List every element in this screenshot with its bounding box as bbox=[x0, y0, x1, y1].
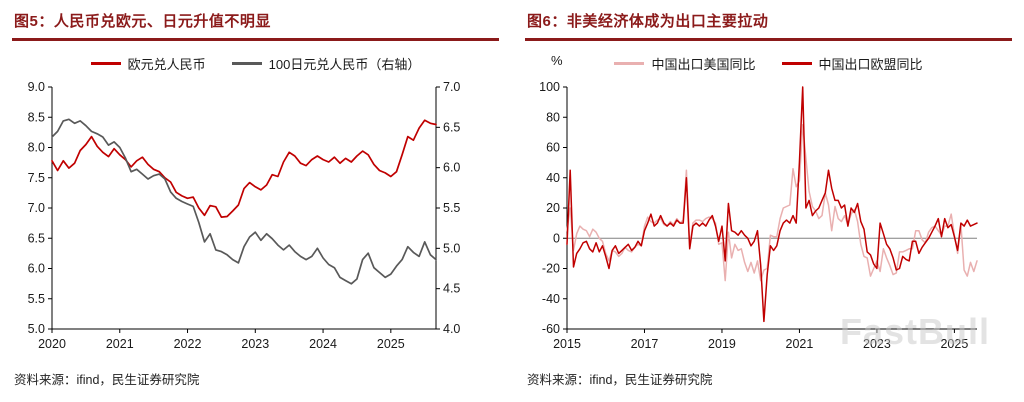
legend-item-eur-cny: 欧元兑人民币 bbox=[90, 54, 206, 73]
legend-item-exports-eu: 中国出口欧盟同比 bbox=[781, 54, 923, 73]
svg-text:2015: 2015 bbox=[553, 337, 581, 351]
eur-cny-line-swatch bbox=[90, 61, 121, 65]
svg-text:2024: 2024 bbox=[309, 337, 337, 351]
svg-text:-20: -20 bbox=[542, 262, 560, 276]
svg-text:5.5: 5.5 bbox=[443, 201, 460, 215]
svg-text:2021: 2021 bbox=[106, 337, 134, 351]
svg-text:-60: -60 bbox=[542, 322, 560, 336]
svg-text:2020: 2020 bbox=[38, 337, 66, 351]
svg-text:8.0: 8.0 bbox=[28, 141, 45, 155]
legend-label: 100日元兑人民币（右轴） bbox=[268, 56, 421, 72]
svg-text:2021: 2021 bbox=[786, 337, 814, 351]
svg-text:7.5: 7.5 bbox=[28, 171, 45, 185]
fig5-label: 图5： bbox=[14, 13, 54, 30]
svg-text:0: 0 bbox=[553, 231, 560, 245]
fig5-legend: 欧元兑人民币 100日元兑人民币（右轴） bbox=[12, 51, 499, 75]
svg-text:5.5: 5.5 bbox=[28, 292, 45, 306]
svg-text:-40: -40 bbox=[542, 292, 560, 306]
panel-fig5: 图5：人民币兑欧元、日元升值不明显 欧元兑人民币 100日元兑人民币（右轴） 9… bbox=[12, 6, 499, 396]
svg-text:7.0: 7.0 bbox=[443, 80, 460, 94]
panel-fig6: 图6：非美经济体成为出口主要拉动 % 中国出口美国同比 中国出口欧盟同比 100… bbox=[525, 6, 1012, 396]
svg-text:40: 40 bbox=[546, 171, 560, 185]
svg-text:20: 20 bbox=[546, 201, 560, 215]
svg-text:100: 100 bbox=[539, 80, 560, 94]
svg-text:6.5: 6.5 bbox=[443, 120, 460, 134]
svg-text:4.0: 4.0 bbox=[443, 322, 460, 336]
svg-text:80: 80 bbox=[546, 110, 560, 124]
svg-text:7.0: 7.0 bbox=[28, 201, 45, 215]
exports-us-line-swatch bbox=[614, 61, 645, 65]
legend-label: 欧元兑人民币 bbox=[127, 56, 206, 72]
svg-text:9.0: 9.0 bbox=[28, 80, 45, 94]
fig6-legend: % 中国出口美国同比 中国出口欧盟同比 bbox=[525, 51, 1012, 75]
fig6-chart-area: 100 80 60 40 20 0 -20 -40 -60 2015 2017 2019 2021 202… bbox=[525, 77, 1012, 363]
svg-text:6.0: 6.0 bbox=[443, 161, 460, 175]
jpy-cny-line-swatch bbox=[231, 61, 262, 65]
fig6-label: 图6： bbox=[527, 13, 567, 30]
fig5-title: 图5：人民币兑欧元、日元升值不明显 bbox=[12, 8, 499, 41]
fig5-chart-area: 9.0 8.5 8.0 7.5 7.0 6.5 6.0 5.5 5.0 7.0 6.5 6.0 5.5 5… bbox=[12, 77, 499, 363]
svg-text:2019: 2019 bbox=[708, 337, 736, 351]
svg-text:5.0: 5.0 bbox=[28, 322, 45, 336]
svg-text:6.5: 6.5 bbox=[28, 231, 45, 245]
exports-eu-line-swatch bbox=[781, 61, 812, 65]
legend-label: 中国出口欧盟同比 bbox=[818, 56, 923, 72]
legend-item-jpy-cny: 100日元兑人民币（右轴） bbox=[231, 54, 421, 73]
fig6-yaxis-unit-label: % bbox=[551, 53, 563, 68]
svg-text:2025: 2025 bbox=[940, 337, 968, 351]
svg-text:2017: 2017 bbox=[631, 337, 659, 351]
legend-item-exports-us: 中国出口美国同比 bbox=[614, 54, 756, 73]
fig6-source-note: 资料来源：ifind，民生证券研究院 bbox=[527, 373, 713, 387]
svg-text:6.0: 6.0 bbox=[28, 262, 45, 276]
svg-text:5.0: 5.0 bbox=[443, 241, 460, 255]
svg-text:4.5: 4.5 bbox=[443, 282, 460, 296]
svg-text:2023: 2023 bbox=[863, 337, 891, 351]
legend-label: 中国出口美国同比 bbox=[651, 56, 756, 72]
svg-text:2022: 2022 bbox=[174, 337, 202, 351]
svg-text:8.5: 8.5 bbox=[28, 110, 45, 124]
fig6-title: 图6：非美经济体成为出口主要拉动 bbox=[525, 8, 1012, 41]
svg-text:2025: 2025 bbox=[377, 337, 405, 351]
fig5-title-text: 人民币兑欧元、日元升值不明显 bbox=[53, 13, 271, 30]
svg-text:2023: 2023 bbox=[241, 337, 269, 351]
fig6-title-text: 非美经济体成为出口主要拉动 bbox=[566, 13, 769, 30]
fig5-line-chart: 9.0 8.5 8.0 7.5 7.0 6.5 6.0 5.5 5.0 7.0 6.5 6.0 5.5 5… bbox=[28, 80, 461, 351]
fig5-source-note: 资料来源：ifind，民生证券研究院 bbox=[14, 373, 200, 387]
svg-text:60: 60 bbox=[546, 141, 560, 155]
